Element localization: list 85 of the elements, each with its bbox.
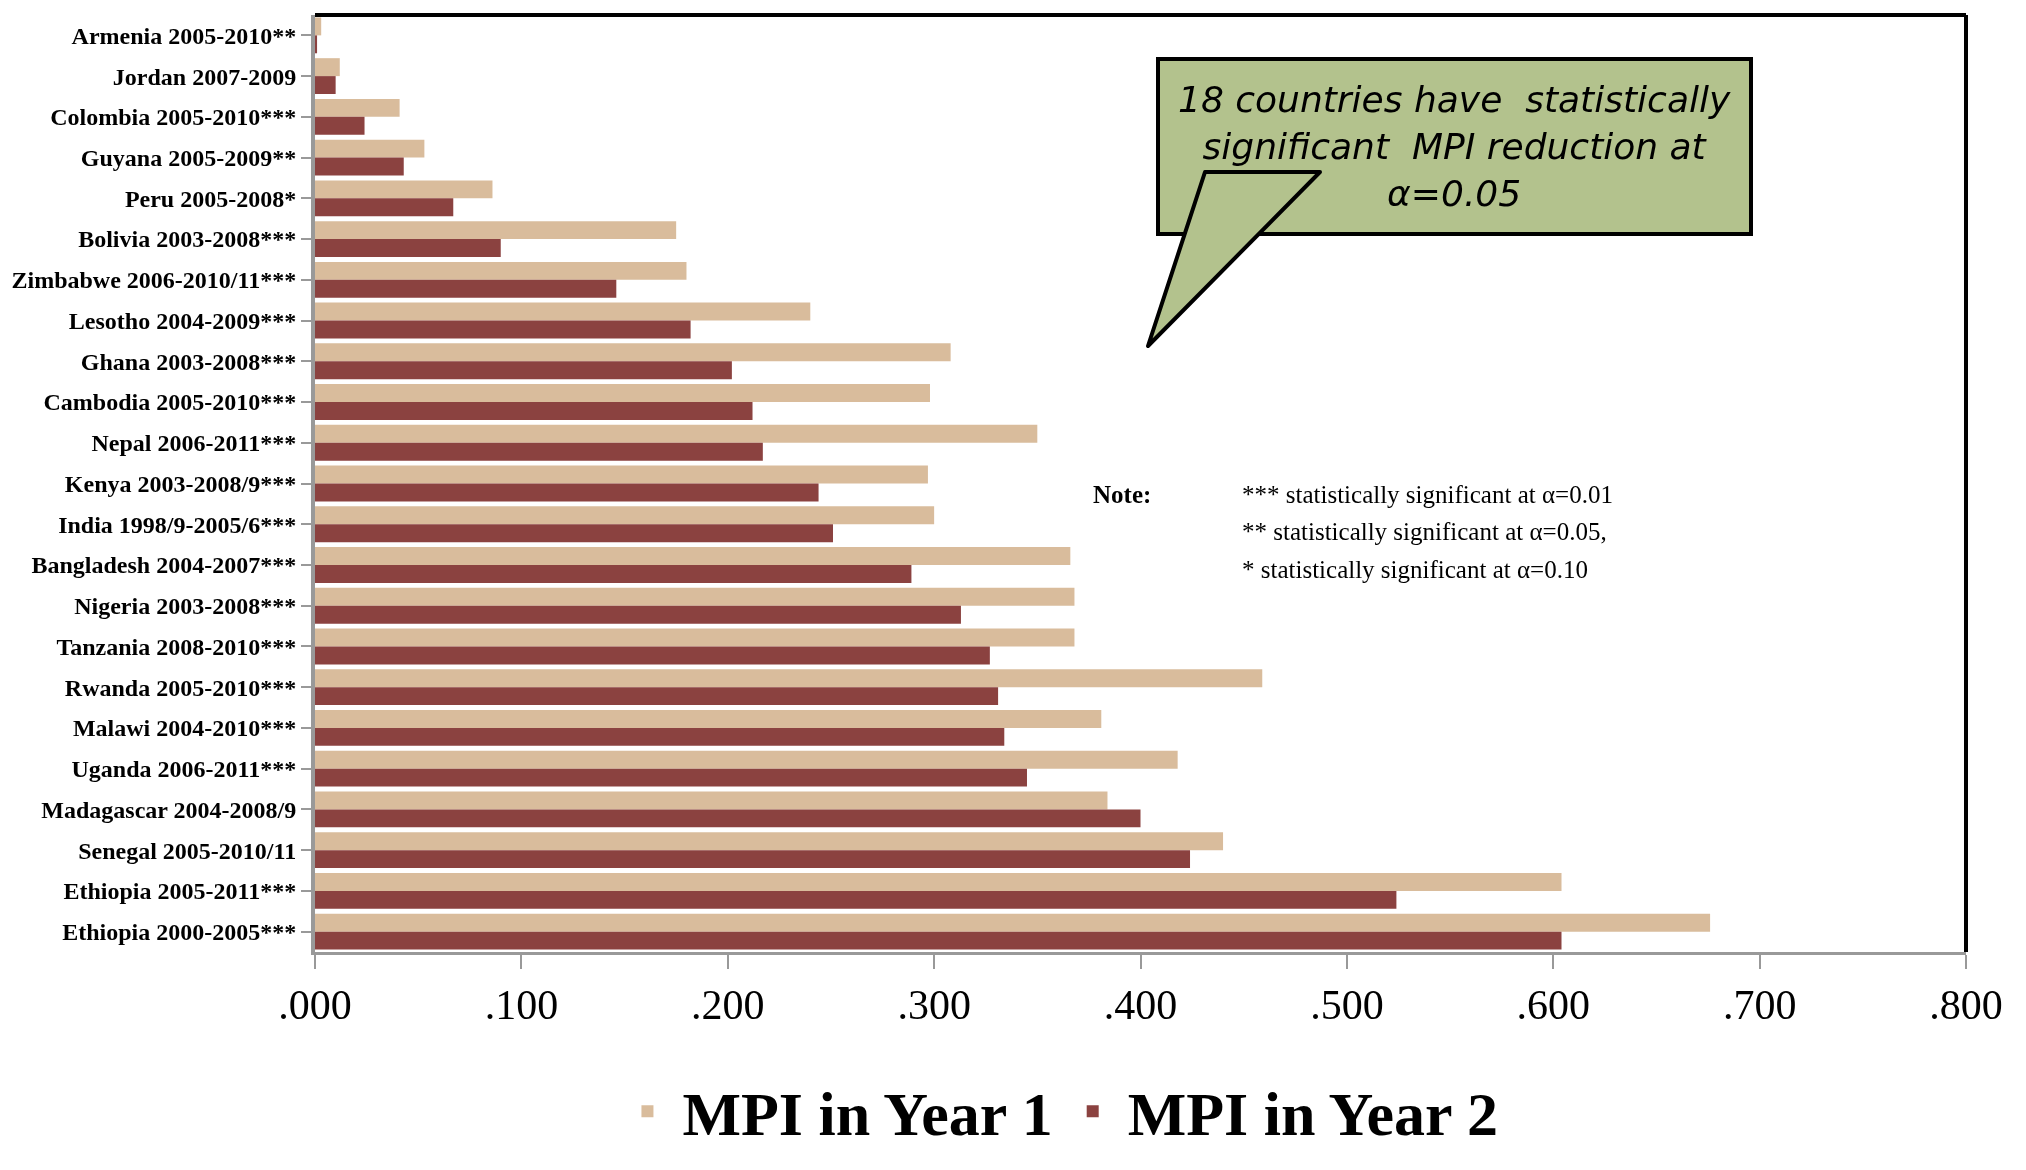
x-tick-label: .100: [484, 982, 559, 1029]
y-tick-label: Nigeria 2003-2008***: [74, 593, 297, 620]
bar: [315, 524, 833, 543]
bar: [315, 931, 1562, 950]
y-tick-label: Cambodia 2005-2010***: [43, 389, 297, 416]
bar: [315, 768, 1027, 787]
y-tick-label: Rwanda 2005-2010***: [64, 674, 297, 701]
bar: [315, 402, 753, 420]
bar: [315, 687, 999, 706]
annotation: * statistically significant at α=0.10: [1242, 556, 1588, 583]
bar: [315, 302, 811, 321]
x-tick-label: .600: [1516, 982, 1590, 1029]
bar: [315, 261, 687, 280]
y-tick-label: Bangladesh 2004-2007***: [31, 552, 297, 579]
bar: [315, 646, 990, 665]
bar: [315, 850, 1191, 869]
bar: [315, 710, 1102, 728]
bar: [315, 791, 1108, 810]
bar: [315, 913, 1711, 932]
y-tick-label: Guyana 2005-2009**: [80, 144, 297, 171]
bar: [315, 872, 1562, 891]
bar: [315, 343, 951, 362]
y-tick-label: Lesotho 2004-2009***: [68, 307, 297, 334]
bar: [315, 58, 340, 77]
bar: [315, 832, 1224, 851]
bar: [315, 320, 691, 339]
x-tick-label: .200: [691, 982, 765, 1029]
x-tick-label: .500: [1310, 982, 1384, 1029]
bar: [315, 750, 1178, 769]
annotation: *** statistically significant at α=0.01: [1242, 481, 1613, 508]
bar: [315, 465, 928, 484]
y-tick-label: Senegal 2005-2010/11: [78, 837, 297, 864]
y-tick-label: Ethiopia 2000-2005***: [62, 919, 297, 946]
y-tick-label: Peru 2005-2008*: [124, 185, 297, 212]
bar: [315, 180, 493, 199]
bar: [315, 139, 425, 158]
y-tick-label: Kenya 2003-2008/9***: [64, 470, 297, 497]
bar: [315, 98, 400, 117]
y-tick-label: Madagascar 2004-2008/9: [41, 796, 297, 823]
bar: [315, 116, 365, 135]
bar: [315, 442, 763, 461]
bar: [315, 384, 930, 403]
y-tick-label: Ethiopia 2005-2011***: [63, 878, 297, 905]
bar: [315, 35, 318, 54]
bar: [315, 198, 454, 217]
y-tick-label: Bolivia 2003-2008***: [78, 226, 297, 253]
annotation: Note:: [1093, 481, 1152, 508]
annotation: ** statistically significant at α=0.05,: [1242, 518, 1607, 545]
y-tick-label: Armenia 2005-2010**: [71, 22, 297, 49]
y-tick-label: India 1998/9-2005/6***: [58, 511, 297, 538]
x-tick-label: .300: [897, 982, 971, 1029]
bar: [315, 605, 961, 624]
bar: [315, 239, 501, 257]
y-tick-label: Ghana 2003-2008***: [80, 348, 297, 375]
x-tick-label: .000: [278, 982, 352, 1029]
bar: [315, 424, 1038, 443]
bar: [315, 669, 1263, 688]
bar: [315, 564, 912, 583]
bar: [315, 587, 1075, 606]
bar: [315, 279, 617, 298]
bar: [315, 17, 322, 36]
bar: [315, 157, 404, 176]
bar: [315, 809, 1141, 828]
y-tick-label: Colombia 2005-2010***: [50, 104, 297, 131]
bar: [315, 890, 1397, 909]
bar: [315, 76, 336, 95]
y-tick-label: Nepal 2006-2011***: [91, 430, 297, 457]
legend-label: MPI in Year 2: [1127, 1080, 1498, 1149]
annotation: 18 countries have statistically significant MPI reduction at α=0.05: [1178, 79, 1731, 214]
y-tick-label: Jordan 2007-2009: [112, 63, 297, 90]
bar: [315, 361, 732, 380]
bar: [315, 483, 819, 502]
bar: [315, 221, 677, 240]
x-tick-label: .800: [1929, 982, 2003, 1029]
x-tick-label: .700: [1722, 982, 1797, 1029]
y-tick-label: Uganda 2006-2011***: [71, 756, 297, 783]
y-tick-label: Zimbabwe 2006-2010/11***: [11, 267, 297, 294]
bar: [315, 727, 1005, 746]
legend-label: MPI in Year 1: [682, 1080, 1053, 1149]
bar: [315, 506, 935, 525]
x-tick-label: .400: [1103, 982, 1178, 1029]
y-tick-label: Malawi 2004-2010***: [72, 715, 297, 742]
y-tick-label: Tanzania 2008-2010***: [56, 633, 297, 660]
bar: [315, 547, 1071, 565]
bar: [315, 628, 1075, 647]
